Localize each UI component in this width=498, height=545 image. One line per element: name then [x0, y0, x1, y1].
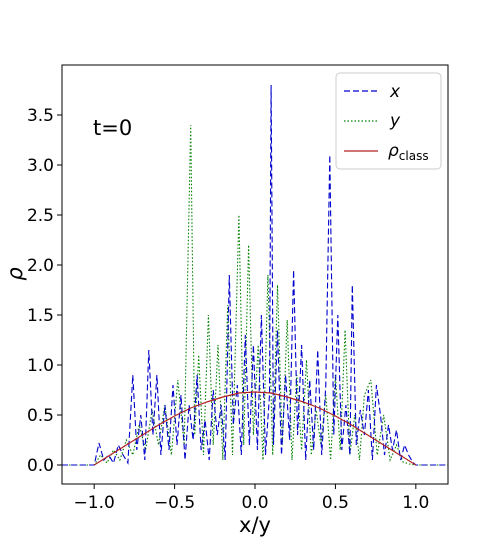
x-tick-label: −0.5 — [154, 493, 195, 513]
legend-box — [335, 72, 442, 170]
legend-rho-subscript: class — [399, 149, 429, 163]
annotation-text: t=0 — [93, 116, 132, 140]
legend-label-rho-class: ρclass — [388, 141, 429, 163]
series-line-x — [62, 84, 448, 466]
y-tick-label: 2.5 — [27, 206, 54, 226]
x-tick-label: −1.0 — [74, 493, 115, 513]
x-tick-label: 0.5 — [322, 493, 349, 513]
y-tick-label: 3.0 — [27, 156, 54, 176]
y-tick-label: 3.5 — [27, 106, 54, 126]
plot-frame — [61, 64, 449, 485]
y-tick-label: 0.5 — [27, 406, 54, 426]
y-tick-label: 0.0 — [27, 456, 54, 476]
legend-label-y: y — [389, 111, 401, 131]
legend-label-x: x — [389, 82, 401, 102]
series-layer — [62, 84, 448, 466]
y-tick-label: 2.0 — [27, 256, 54, 276]
x-tick-label: 1.0 — [402, 493, 429, 513]
y-tick-label: 1.5 — [27, 306, 54, 326]
legend-rho-symbol: ρ — [388, 141, 399, 161]
x-axis-label: x/y — [239, 513, 271, 537]
legend: x y ρclass — [335, 72, 442, 170]
x-tick-label: 0.0 — [241, 493, 268, 513]
tick-layer: −1.0 −0.5 0.0 0.5 1.0 0.0 0.5 1.0 1.5 2.0 2.5 3.0 3.… — [27, 106, 429, 513]
y-tick-label: 1.0 — [27, 356, 54, 376]
series-line-rho-class — [93, 391, 417, 466]
y-axis-label: ρ — [3, 267, 27, 281]
